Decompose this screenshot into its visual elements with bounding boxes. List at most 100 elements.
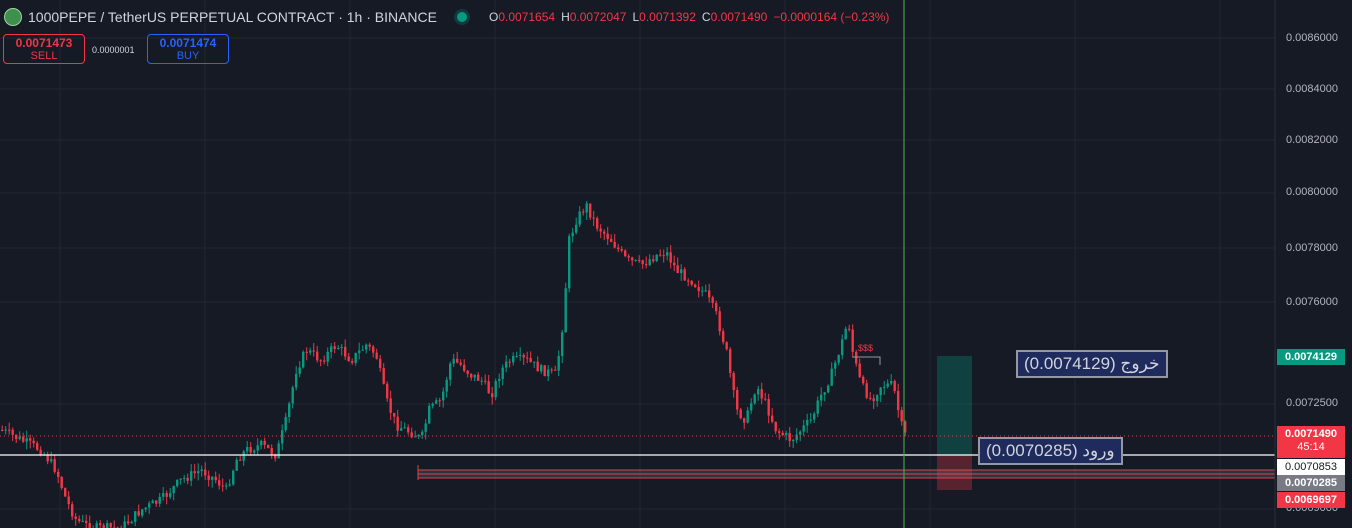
candle-body [179, 478, 182, 480]
candle-body [830, 368, 833, 386]
candle-body [564, 288, 567, 333]
candle-body [739, 409, 742, 419]
candle-body [606, 233, 609, 240]
candle-body [452, 358, 455, 364]
candle-body [428, 405, 431, 424]
dollar-annotation: $$$ [858, 343, 874, 353]
candle-body [638, 259, 641, 261]
candle-body [137, 511, 140, 516]
candle-body [585, 203, 588, 213]
ohlc-open: O0.0071654 [489, 10, 556, 24]
candle-body [393, 412, 396, 417]
candle-body [851, 329, 854, 352]
candle-body [214, 476, 217, 481]
candle-body [778, 431, 781, 433]
candle-body [67, 496, 70, 505]
candle-body [46, 454, 49, 462]
candle-body [64, 488, 67, 497]
candle-body [305, 351, 308, 353]
ohlc-change: −0.0000164 (−0.23%) [773, 10, 890, 24]
candle-body [634, 259, 637, 261]
candle-body [792, 439, 795, 442]
candle-body [799, 431, 802, 435]
candle-body [277, 443, 280, 459]
candle-body [827, 385, 830, 393]
candle-body [347, 356, 350, 362]
candle-body [127, 521, 130, 524]
candle-body [267, 444, 270, 448]
candle-body [95, 523, 98, 528]
entry-annotation[interactable]: ورود (0.0070285) [978, 437, 1123, 465]
candle-body [571, 232, 574, 237]
candle-body [368, 344, 371, 347]
candle-body [11, 429, 14, 435]
candle-body [893, 381, 896, 392]
candle-body [708, 290, 711, 298]
candle-body [886, 383, 889, 387]
candle-body [386, 383, 389, 399]
candle-body [841, 339, 844, 356]
candle-body [869, 397, 872, 399]
exit-price-tag: 0.0074129 [1277, 349, 1345, 365]
candle-body [494, 381, 497, 398]
candle-body [200, 469, 203, 472]
candle-body [557, 355, 560, 371]
buy-button[interactable]: 0.0071474 BUY [147, 34, 229, 64]
candle-body [284, 417, 287, 431]
candle-body [400, 428, 403, 431]
candle-body [743, 418, 746, 423]
candle-body [281, 430, 284, 444]
candle-body [449, 363, 452, 380]
dollar-bracket [852, 356, 881, 365]
candle-body [162, 493, 165, 497]
candle-body [81, 520, 84, 522]
candle-body [333, 346, 336, 349]
candle-body [547, 369, 550, 377]
candle-body [249, 446, 252, 453]
candle-body [582, 211, 585, 213]
candle-body [862, 376, 865, 384]
candle-body [186, 477, 189, 481]
candle-body [337, 348, 340, 350]
candle-body [837, 355, 840, 363]
sell-button[interactable]: 0.0071473 SELL [3, 34, 85, 64]
symbol-title[interactable]: 1000PEPE / TetherUS PERPETUAL CONTRACT ·… [28, 9, 437, 25]
candle-body [550, 369, 553, 371]
candle-body [711, 297, 714, 304]
market-status-icon[interactable] [457, 12, 467, 22]
candle-body [211, 476, 214, 480]
candle-body [753, 394, 756, 404]
candle-body [148, 503, 151, 508]
candle-body [781, 432, 784, 436]
candle-body [519, 355, 522, 357]
exit-annotation[interactable]: خروج (0.0074129) [1016, 350, 1168, 378]
candle-body [197, 471, 200, 474]
candle-body [456, 358, 459, 363]
chart-header: 1000PEPE / TetherUS PERPETUAL CONTRACT ·… [0, 0, 889, 34]
profit-zone [937, 356, 972, 456]
candle-body [515, 355, 518, 357]
candle-body [613, 241, 616, 248]
candle-body [74, 516, 77, 519]
candle-body [302, 351, 305, 368]
candle-body [722, 331, 725, 343]
white-line-tag: 0.0070853 [1277, 459, 1345, 475]
candle-body [872, 398, 875, 402]
candle-body [88, 523, 91, 528]
candle-body [568, 236, 571, 289]
candle-body [746, 410, 749, 423]
candle-body [99, 523, 102, 526]
candle-body [396, 416, 399, 431]
candle-body [662, 255, 665, 257]
candle-body [858, 363, 861, 377]
candle-body [659, 254, 662, 256]
candle-body [417, 434, 420, 437]
candle-body [57, 471, 60, 478]
candle-body [592, 217, 595, 219]
candle-body [848, 328, 851, 330]
candle-body [620, 249, 623, 251]
candle-body [676, 265, 679, 274]
candle-body [130, 521, 133, 524]
candle-body [326, 351, 329, 362]
